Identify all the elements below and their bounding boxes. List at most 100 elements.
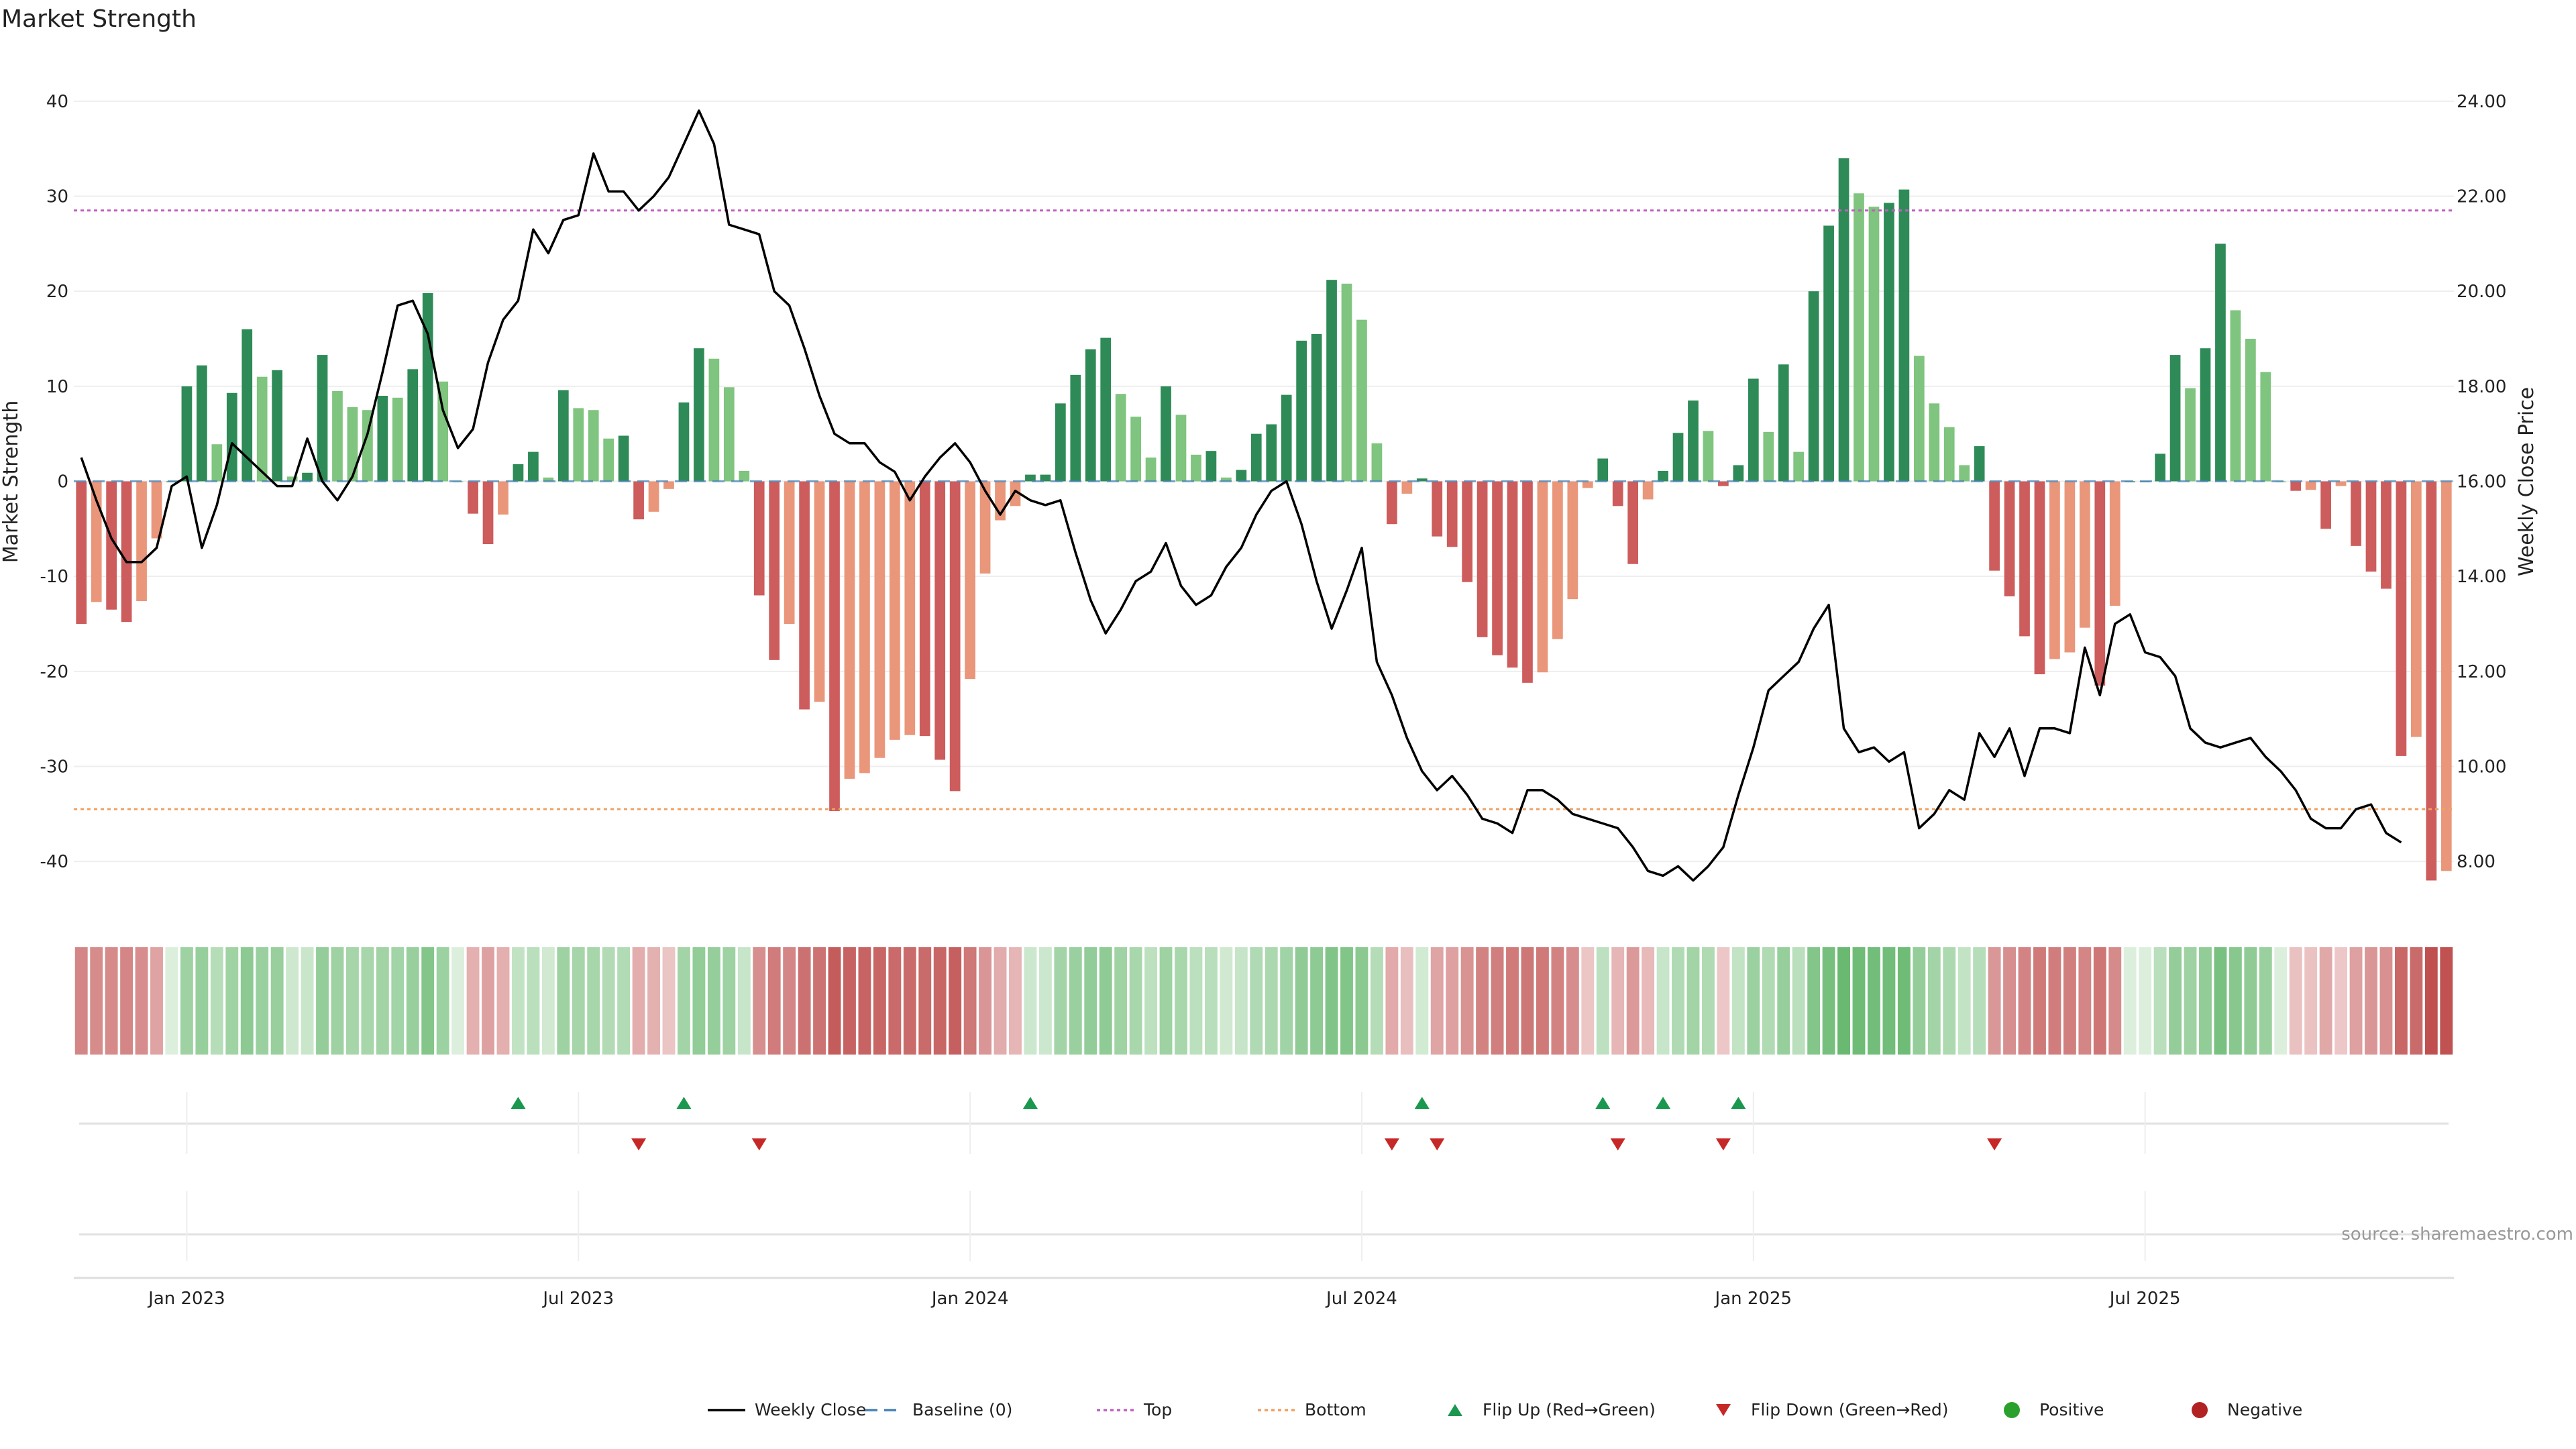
strength-bar [347,407,358,482]
legend-swatch-positive [2004,1402,2020,1418]
strength-bar [1145,458,1157,482]
legend-label: Flip Down (Green→Red) [1751,1400,1949,1419]
heat-cell [737,947,751,1055]
heat-cell [692,947,706,1055]
heat-cell [632,947,645,1055]
legend-swatch-flip-down [1716,1404,1731,1416]
heat-cell [1476,947,1489,1055]
strength-bar [136,481,147,601]
strength-bar [1492,481,1503,655]
heat-cell [331,947,344,1055]
heat-cell [527,947,540,1055]
heat-cell [2108,947,2122,1055]
heat-cell [1310,947,1324,1055]
heat-cell [662,947,676,1055]
strength-bar [151,481,162,539]
strength-bar [1823,225,1834,482]
heat-cell [1204,947,1218,1055]
heat-cell [1430,947,1444,1055]
strength-bar [2290,481,2302,491]
strength-bar [1401,481,1413,494]
heat-cell [1084,947,1097,1055]
strength-bar [407,369,419,482]
strength-bar [1748,378,1759,482]
y-tick-label-left: 20 [46,282,68,302]
strength-bar [1432,481,1443,537]
heat-cell [376,947,389,1055]
heat-cell [1897,947,1911,1055]
heat-cell [2063,947,2076,1055]
strength-bar [573,408,584,482]
heat-cell [2319,947,2332,1055]
y-tick-label-right: 22.00 [2457,187,2506,207]
legend-label: Negative [2227,1400,2302,1419]
strength-bar [1236,470,1247,482]
heat-cell [286,947,299,1055]
strength-bar [1537,481,1548,673]
strength-bar [1552,481,1563,639]
weekly-close-line [80,109,2402,882]
flip-down-marker [751,1138,767,1150]
heat-cell [798,947,811,1055]
heat-cell [2003,947,2016,1055]
strength-bar [2335,481,2347,486]
legend-label: Baseline (0) [912,1400,1012,1419]
heat-cell [1280,947,1293,1055]
heat-cell [753,947,766,1055]
strength-bar [1913,356,1925,482]
heat-cell [2440,947,2453,1055]
heat-cell [707,947,720,1055]
heat-cell [270,947,284,1055]
flip-up-marker [676,1097,692,1109]
heat-cell [1852,947,1866,1055]
heat-cell [933,947,947,1055]
y-tick-label-left: 30 [46,187,68,207]
flip-markers-panel [79,1092,2449,1154]
strength-bar [1612,481,1623,506]
strength-bar [2245,339,2256,482]
heat-cell [1566,947,1579,1055]
heat-cell [1460,947,1474,1055]
y-tick-label-right: 24.00 [2457,92,2506,112]
y-tick-label-left: -20 [40,662,68,682]
legend-item-flip_up: Flip Up (Red→Green) [1448,1400,1656,1419]
y-tick-label-left: -30 [40,757,68,777]
strength-bar [1161,386,1171,482]
strength-bar [2034,481,2045,675]
heat-cell [1988,947,2001,1055]
strength-bar [648,481,659,512]
strength-bar [91,481,102,602]
heat-cell [195,947,209,1055]
heat-cell [2259,947,2272,1055]
heat-cell [1370,947,1383,1055]
heat-cell [2169,947,2182,1055]
heat-cell [210,947,223,1055]
y-tick-label-left: 10 [46,377,68,397]
heat-cell [1731,947,1745,1055]
heat-cell [2033,947,2046,1055]
heat-cell [512,947,525,1055]
legend-label: Positive [2039,1400,2104,1419]
heat-cell [1265,947,1278,1055]
strength-bar [1658,470,1668,482]
strength-bar [1356,319,1367,482]
heat-cell [74,947,88,1055]
heat-cell [2139,947,2152,1055]
strength-bar [1191,454,1201,482]
heat-cell [647,947,660,1055]
heat-cell [421,947,435,1055]
strength-bar [1642,481,1654,500]
heat-cell [2365,947,2377,1055]
legend-item-negative: Negative [2192,1400,2302,1419]
y-tick-label-right: 16.00 [2457,472,2506,492]
legend-item-flip_down: Flip Down (Green→Red) [1716,1400,1949,1419]
flip-down-marker [1610,1138,1625,1150]
y-tick-label-right: 18.00 [2457,377,2506,397]
strength-bar [2109,481,2121,606]
strength-bar [874,481,885,758]
strength-bar [1371,443,1383,482]
heat-cell [2410,947,2423,1055]
strength-bar [694,348,704,482]
strength-bar [1446,481,1458,547]
